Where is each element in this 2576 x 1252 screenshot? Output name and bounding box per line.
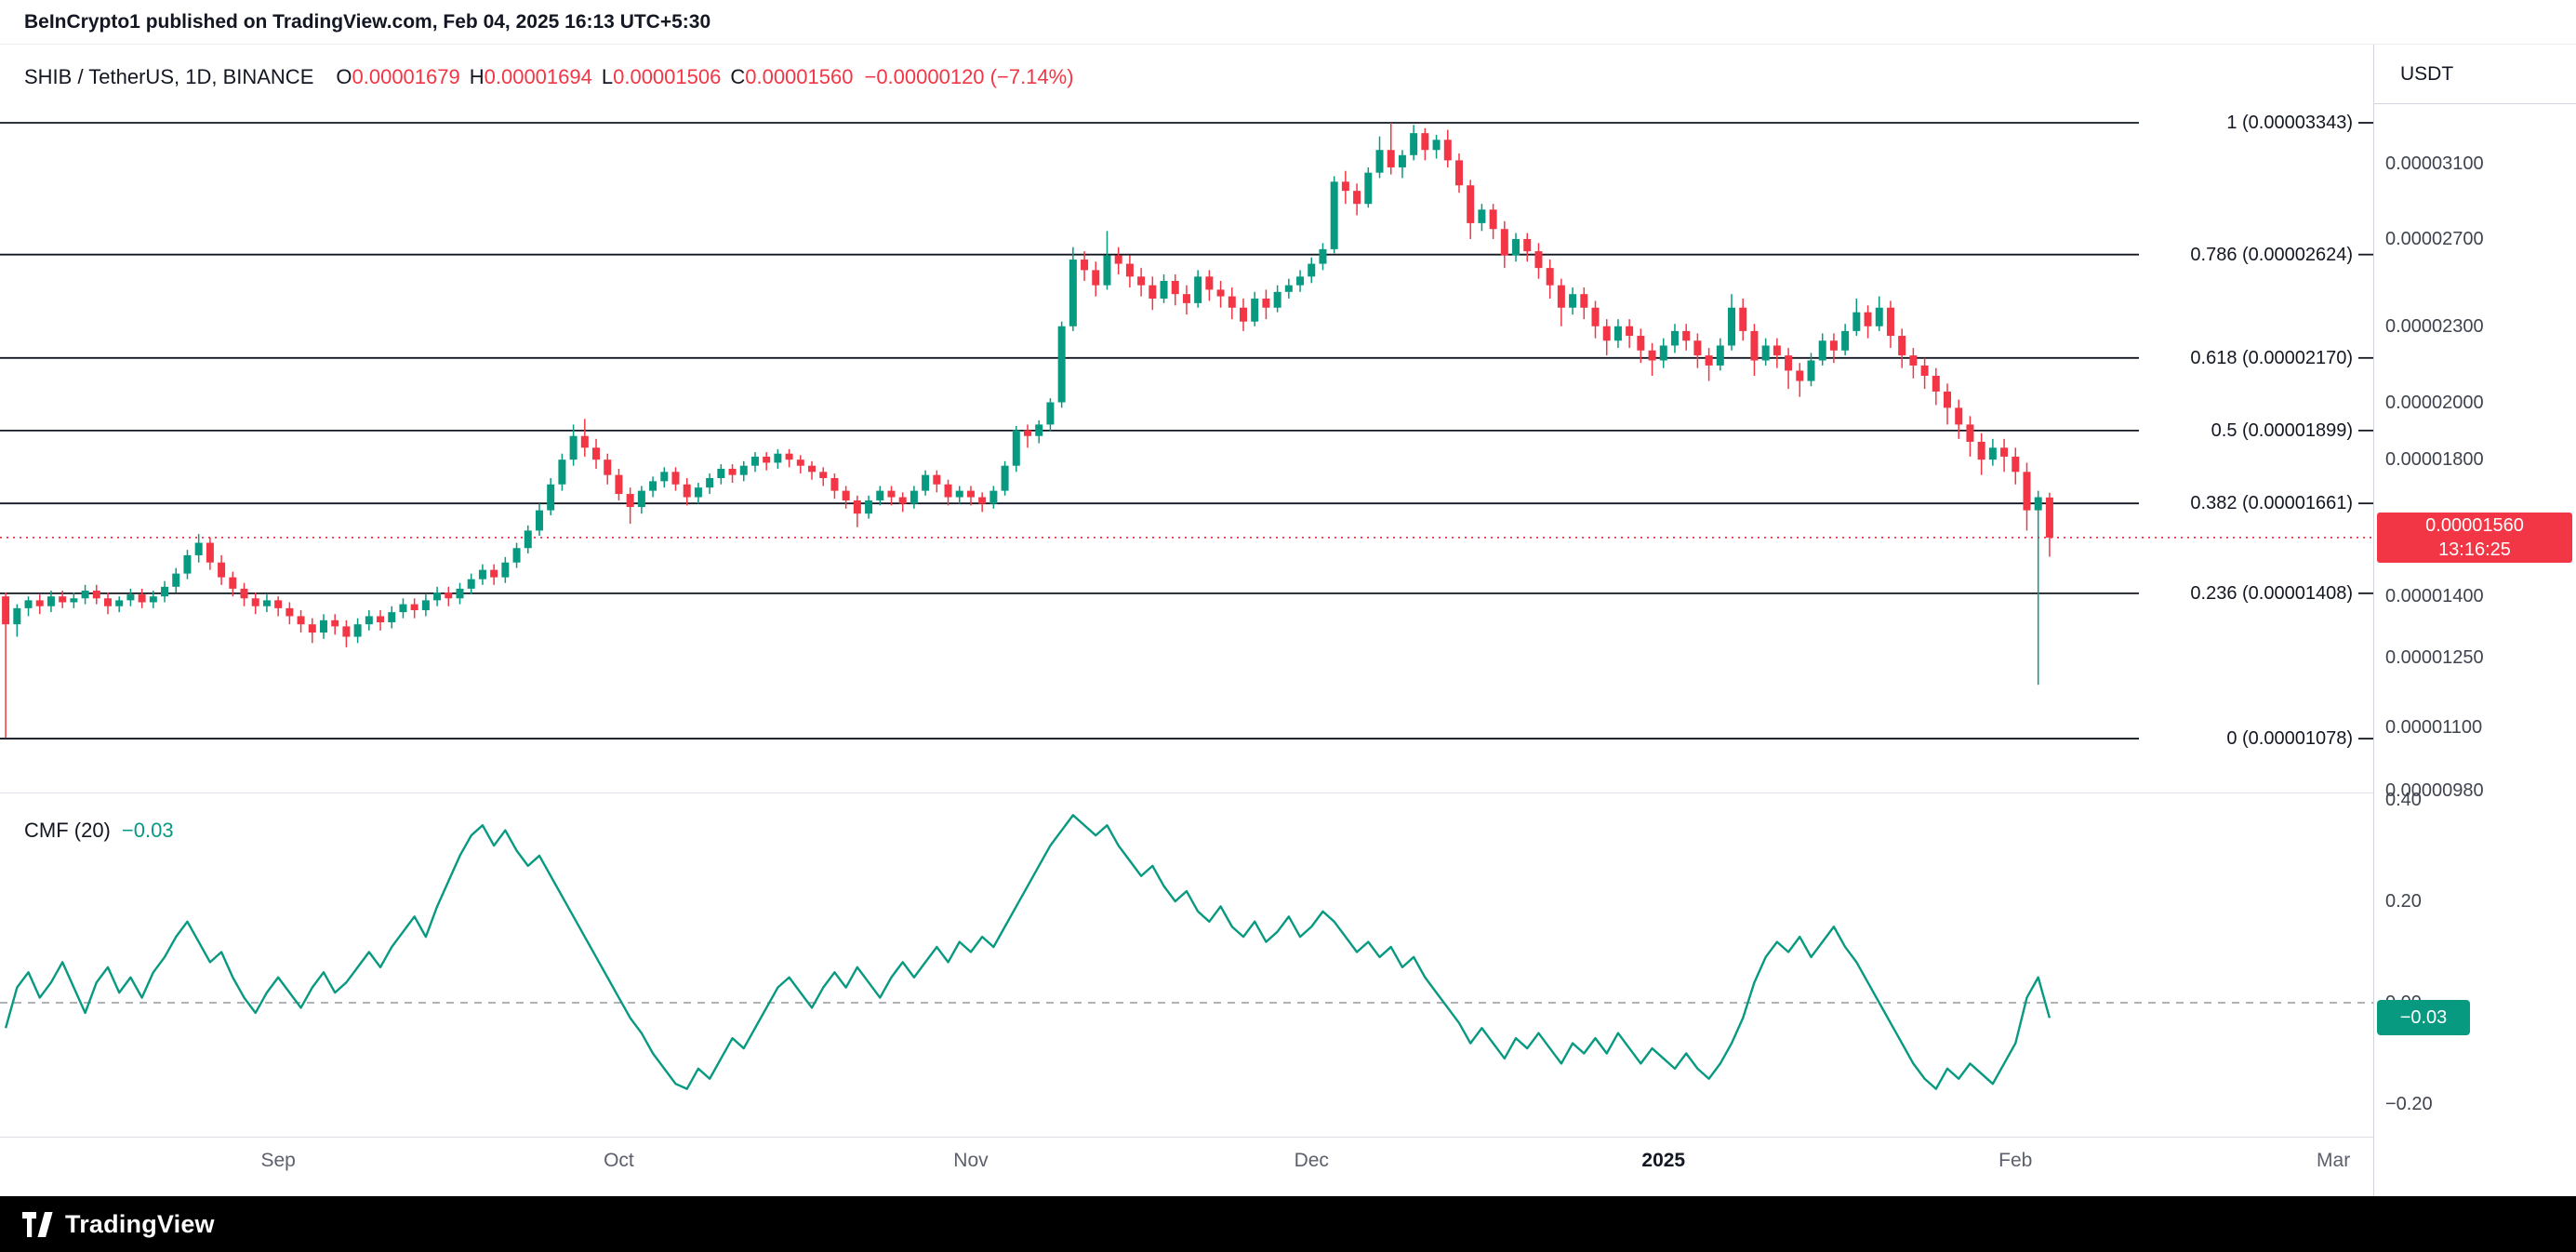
time-axis-label: Sep <box>260 1150 296 1171</box>
ohlc-val: 0.00001679 <box>352 65 460 88</box>
ohlc-val: 0.00001506 <box>613 65 722 88</box>
axis-label: 0.00000980 <box>2385 779 2484 801</box>
publish-bar: BeInCrypto1 published on TradingView.com… <box>0 0 2576 45</box>
tradingview-logo-icon <box>22 1211 53 1237</box>
ohlc-val: 0.00001560 <box>745 65 854 88</box>
ohlc-key: L <box>601 65 614 88</box>
price-axis[interactable]: USDT 0.00003100 0.00002700 0.00002300 0.000… <box>2373 45 2576 1196</box>
bar-countdown: 13:16:25 <box>2438 539 2511 560</box>
ohlc-key: C <box>730 65 746 88</box>
axis-label: 0.00001400 <box>2385 586 2484 607</box>
time-axis-separator <box>0 1137 2576 1138</box>
time-axis-label: Nov <box>953 1150 989 1171</box>
footer-bar: TradingView <box>0 1196 2576 1252</box>
time-axis-label: Oct <box>604 1150 634 1171</box>
currency-box: USDT <box>2374 45 2576 104</box>
cmf-title: CMF (20) <box>24 819 111 842</box>
axis-label: 0.00002300 <box>2385 315 2484 337</box>
change-value: −0.00000120 (−7.14%) <box>864 65 1074 88</box>
axis-label: −0.20 <box>2385 1094 2433 1114</box>
time-axis-label: 2025 <box>1641 1150 1686 1171</box>
ohlc-val: 0.00001694 <box>484 65 592 88</box>
ohlc-key: O <box>336 65 352 88</box>
axis-label: 0.00001100 <box>2385 717 2483 739</box>
axis-label: 0.00001800 <box>2385 449 2484 471</box>
axis-label: 0.40 <box>2385 790 2422 810</box>
time-axis-label: Feb <box>1998 1150 2033 1171</box>
pane-separator[interactable] <box>0 792 2576 793</box>
publish-info: published on TradingView.com, Feb 04, 20… <box>139 10 711 33</box>
tradingview-wordmark: TradingView <box>65 1209 215 1238</box>
axis-label: 0.20 <box>2385 891 2422 912</box>
axis-label: 0.00001250 <box>2385 647 2484 669</box>
axis-label: 0.00003100 <box>2385 153 2484 175</box>
tradingview-logo-link[interactable]: TradingView <box>22 1210 215 1239</box>
time-axis-label: Dec <box>1294 1150 1329 1171</box>
symbol-legend[interactable]: SHIB / TetherUS, 1D, BINANCE O0.00001679 H… <box>24 65 1074 89</box>
currency-label: USDT <box>2400 62 2454 85</box>
price-chart-canvas[interactable] <box>0 45 2373 1196</box>
ohlc-values: O0.00001679 H0.00001694 L0.00001506 C0.0000… <box>326 65 853 88</box>
publish-author: BeInCrypto1 <box>24 10 140 33</box>
cmf-badge: −0.03 <box>2377 1000 2470 1036</box>
chart-area: SHIB / TetherUS, 1D, BINANCE O0.00001679 H… <box>0 45 2576 1196</box>
cmf-legend[interactable]: CMF (20) −0.03 <box>24 819 174 843</box>
time-axis-label: Mar <box>2317 1150 2351 1171</box>
symbol-title: SHIB / TetherUS, 1D, BINANCE <box>24 65 314 88</box>
last-price: 0.00001560 <box>2425 514 2524 536</box>
cmf-value: −0.03 <box>121 819 174 842</box>
axis-label: 0.00002000 <box>2385 392 2484 413</box>
time-axis[interactable]: Sep Oct Nov Dec 2025 Feb Mar <box>0 1137 2373 1196</box>
axis-label: 0.00002700 <box>2385 228 2484 249</box>
last-price-badge: 0.00001560 13:16:25 <box>2377 512 2572 563</box>
ohlc-key: H <box>469 65 485 88</box>
